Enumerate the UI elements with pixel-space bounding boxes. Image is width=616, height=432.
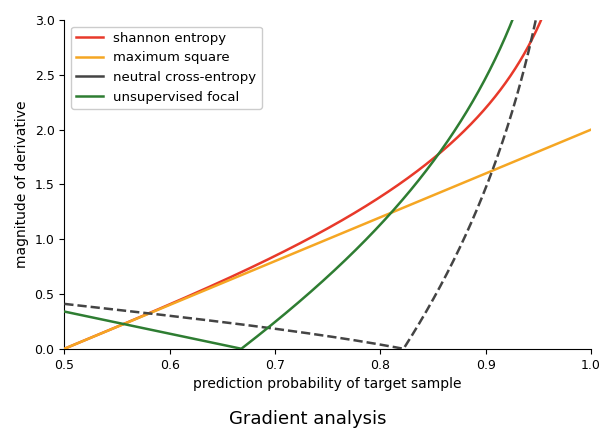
Y-axis label: magnitude of derivative: magnitude of derivative <box>15 101 29 268</box>
Text: Gradient analysis: Gradient analysis <box>229 410 387 428</box>
X-axis label: prediction probability of target sample: prediction probability of target sample <box>193 377 462 391</box>
Legend: shannon entropy, maximum square, neutral cross-entropy, unsupervised focal: shannon entropy, maximum square, neutral… <box>71 27 262 109</box>
